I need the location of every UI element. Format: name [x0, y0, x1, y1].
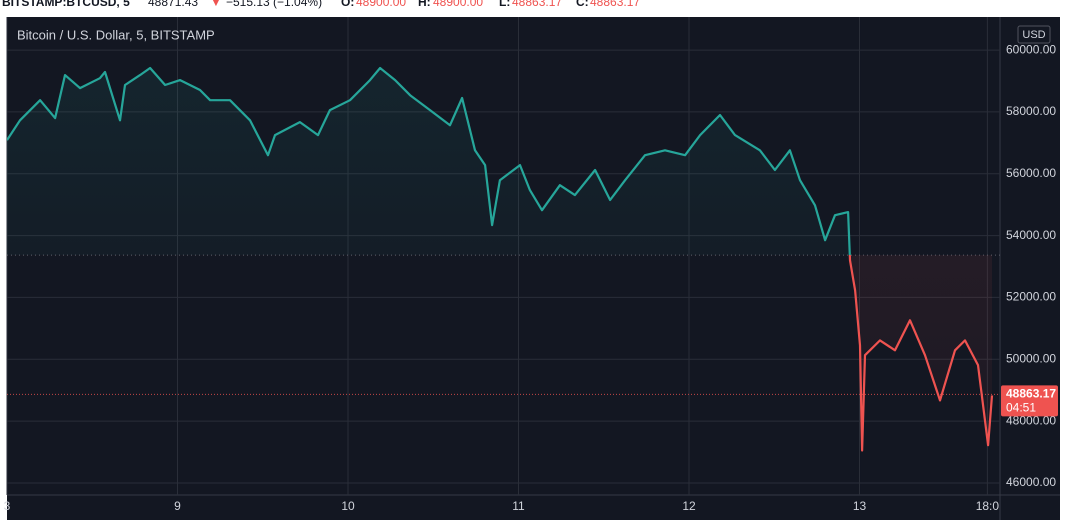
- price-line: [7, 66, 994, 452]
- high-label: H:: [418, 0, 431, 9]
- x-tick-label: 13: [853, 499, 867, 513]
- y-tick-label: 48000.00: [1006, 413, 1056, 427]
- arrow: ▼: [210, 0, 222, 9]
- x-tick-label: 10: [341, 499, 355, 513]
- area: [7, 68, 992, 451]
- last-price-box: [1001, 385, 1058, 417]
- chart-title: Bitcoin / U.S. Dollar, 5, BITSTAMP: [17, 27, 215, 42]
- y-tick-label: 52000.00: [1006, 290, 1056, 304]
- currency-box: [1017, 25, 1051, 44]
- low: 48863.17: [512, 0, 562, 9]
- low-label: L:: [499, 0, 510, 9]
- y-tick-label: 46000.00: [1006, 475, 1056, 489]
- y-tick-label: 58000.00: [1006, 104, 1056, 118]
- y-tick-label: 56000.00: [1006, 166, 1056, 180]
- currency: USD: [1022, 29, 1045, 41]
- x-tick-label: 12: [682, 499, 696, 513]
- x-tick-label: 18:0: [976, 499, 1000, 513]
- y-tick-label: 50000.00: [1006, 351, 1056, 365]
- x-tick-label: 9: [174, 499, 181, 513]
- open-label: O:: [341, 0, 354, 9]
- x-tick-label: 3: [4, 499, 11, 513]
- close-label: C:: [576, 0, 589, 9]
- open: 48900.00: [356, 0, 406, 9]
- y-tick-label: 60000.00: [1006, 42, 1056, 56]
- header: BITSTAMP:BTCUSD, 5 48871.43 ▼ −515.13 (−…: [2, 0, 640, 9]
- last-price-label: 48863.17: [1006, 387, 1056, 401]
- last: 48871.43: [148, 0, 198, 9]
- y-tick-label: 54000.00: [1006, 228, 1056, 242]
- close: 48863.17: [590, 0, 640, 9]
- symbol: BITSTAMP:BTCUSD, 5: [2, 0, 130, 9]
- high: 48900.00: [433, 0, 483, 9]
- change: −515.13 (−1.04%): [226, 0, 322, 9]
- countdown: 04:51: [1006, 401, 1036, 415]
- x-tick-label: 11: [512, 499, 525, 513]
